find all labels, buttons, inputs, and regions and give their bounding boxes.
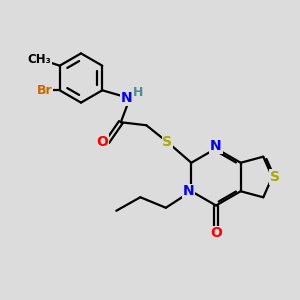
Text: N: N (183, 184, 195, 198)
Text: S: S (270, 170, 280, 184)
Text: N: N (210, 139, 222, 153)
Text: CH₃: CH₃ (28, 53, 52, 66)
Text: N: N (120, 91, 132, 105)
Text: Br: Br (37, 84, 52, 97)
Text: H: H (133, 86, 143, 99)
Text: O: O (96, 135, 108, 149)
Text: S: S (162, 135, 172, 149)
Text: O: O (210, 226, 222, 240)
